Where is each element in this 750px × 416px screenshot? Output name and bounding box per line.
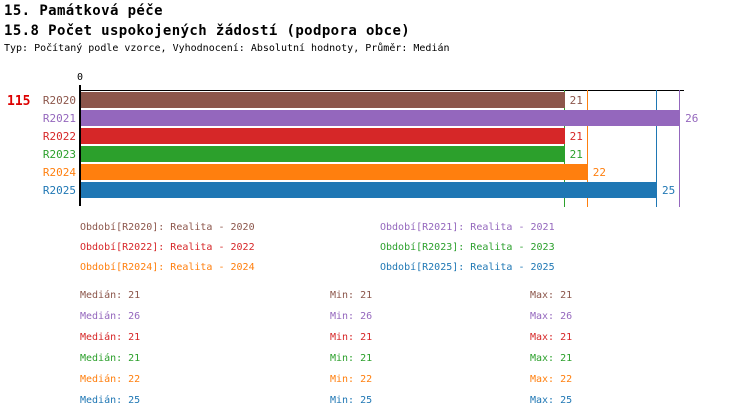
row-label: R2024 <box>42 166 76 179</box>
value-label: 25 <box>662 184 676 197</box>
stat-min: Min: 21 <box>330 290 373 301</box>
median-guide-line <box>586 90 588 207</box>
chart-bar <box>81 164 588 180</box>
chapter-title: 15. Památková péče <box>4 3 163 19</box>
axis-zero-label: 0 <box>76 72 84 83</box>
stat-min: Min: 21 <box>330 332 373 343</box>
stat-median: Medián: 22 <box>80 374 141 385</box>
indicator-subtitle: Typ: Počítaný podle vzorce, Vyhodnocení:… <box>4 43 450 54</box>
stat-max: Max: 21 <box>530 332 573 343</box>
chart-bar <box>81 92 565 108</box>
row-label: R2021 <box>42 112 76 125</box>
value-label: 21 <box>569 148 583 161</box>
stat-max: Max: 21 <box>530 290 573 301</box>
stat-median: Medián: 21 <box>80 290 141 301</box>
median-guide-line <box>679 90 681 207</box>
chart-bar <box>81 182 657 198</box>
stat-max: Max: 26 <box>530 311 573 322</box>
row-label: R2023 <box>42 148 76 161</box>
row-label: R2020 <box>42 94 76 107</box>
chart-bar <box>81 128 565 144</box>
indicator-title: 15.8 Počet uspokojených žádostí (podpora… <box>4 23 411 39</box>
legend-item: Období[R2020]: Realita - 2020 <box>80 222 255 233</box>
value-label: 21 <box>569 130 583 143</box>
stat-median: Medián: 21 <box>80 353 141 364</box>
row-label: R2022 <box>42 130 76 143</box>
legend-item: Období[R2021]: Realita - 2021 <box>380 222 555 233</box>
axis-top-line <box>80 90 684 91</box>
median-guide-line <box>656 90 657 207</box>
row-label: R2025 <box>42 184 76 197</box>
chart-bar <box>81 146 565 162</box>
value-label: 21 <box>569 94 583 107</box>
value-label: 26 <box>685 112 699 125</box>
stat-min: Min: 22 <box>330 374 373 385</box>
stat-max: Max: 22 <box>530 374 573 385</box>
stat-min: Min: 25 <box>330 395 373 406</box>
stat-median: Medián: 25 <box>80 395 141 406</box>
legend-item: Období[R2025]: Realita - 2025 <box>380 262 555 273</box>
stat-max: Max: 21 <box>530 353 573 364</box>
stat-median: Medián: 26 <box>80 311 141 322</box>
legend-item: Období[R2024]: Realita - 2024 <box>80 262 255 273</box>
stat-median: Medián: 21 <box>80 332 141 343</box>
stat-max: Max: 25 <box>530 395 573 406</box>
axis-vertical-line <box>79 85 81 206</box>
legend-item: Období[R2022]: Realita - 2022 <box>80 242 255 253</box>
stat-min: Min: 26 <box>330 311 373 322</box>
chart-bar <box>81 110 681 126</box>
legend-item: Období[R2023]: Realita - 2023 <box>380 242 555 253</box>
indicator-number: 115 <box>7 94 31 109</box>
value-label: 22 <box>592 166 606 179</box>
stat-min: Min: 21 <box>330 353 373 364</box>
